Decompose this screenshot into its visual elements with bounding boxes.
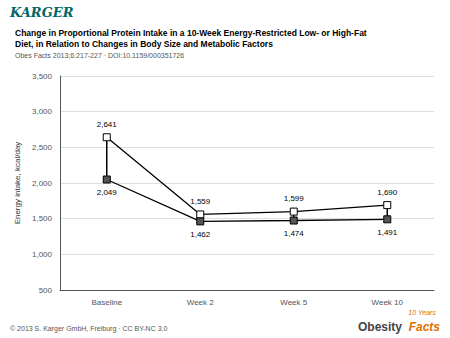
svg-text:Facts: Facts (409, 320, 441, 334)
svg-text:1,559: 1,559 (190, 197, 211, 206)
svg-text:1,462: 1,462 (190, 230, 211, 239)
svg-text:Week 2: Week 2 (187, 298, 215, 307)
svg-text:3,500: 3,500 (32, 72, 53, 81)
svg-text:1,599: 1,599 (284, 194, 305, 203)
svg-text:1,491: 1,491 (377, 228, 398, 237)
svg-text:2,000: 2,000 (32, 179, 53, 188)
svg-text:KARGER: KARGER (9, 5, 74, 20)
svg-text:1,000: 1,000 (32, 250, 53, 259)
svg-text:10 Years: 10 Years (408, 309, 436, 316)
svg-text:Energy intake, kcal/day: Energy intake, kcal/day (13, 142, 22, 225)
svg-text:Baseline: Baseline (91, 298, 122, 307)
svg-text:2,500: 2,500 (32, 143, 53, 152)
svg-text:1,500: 1,500 (32, 214, 53, 223)
svg-text:Week 10: Week 10 (372, 298, 404, 307)
svg-text:1,690: 1,690 (377, 188, 398, 197)
svg-text:500: 500 (39, 286, 53, 295)
svg-text:Obesity: Obesity (358, 320, 402, 334)
svg-text:1,474: 1,474 (284, 229, 305, 238)
svg-text:2,641: 2,641 (97, 120, 118, 129)
svg-text:2,049: 2,049 (97, 188, 118, 197)
svg-text:© 2013 S. Karger GmbH, Freibur: © 2013 S. Karger GmbH, Freiburg · CC BY-… (10, 325, 168, 333)
svg-text:Obes Facts 2013;6:217-227 · DO: Obes Facts 2013;6:217-227 · DOI:10.1159/… (15, 52, 184, 59)
svg-text:3,000: 3,000 (32, 107, 53, 116)
svg-text:Week 5: Week 5 (280, 298, 308, 307)
svg-text:Change in Proportional Protein: Change in Proportional Protein Intake in… (15, 28, 367, 38)
svg-text:Diet, in Relation to Changes i: Diet, in Relation to Changes in Body Siz… (15, 39, 273, 49)
